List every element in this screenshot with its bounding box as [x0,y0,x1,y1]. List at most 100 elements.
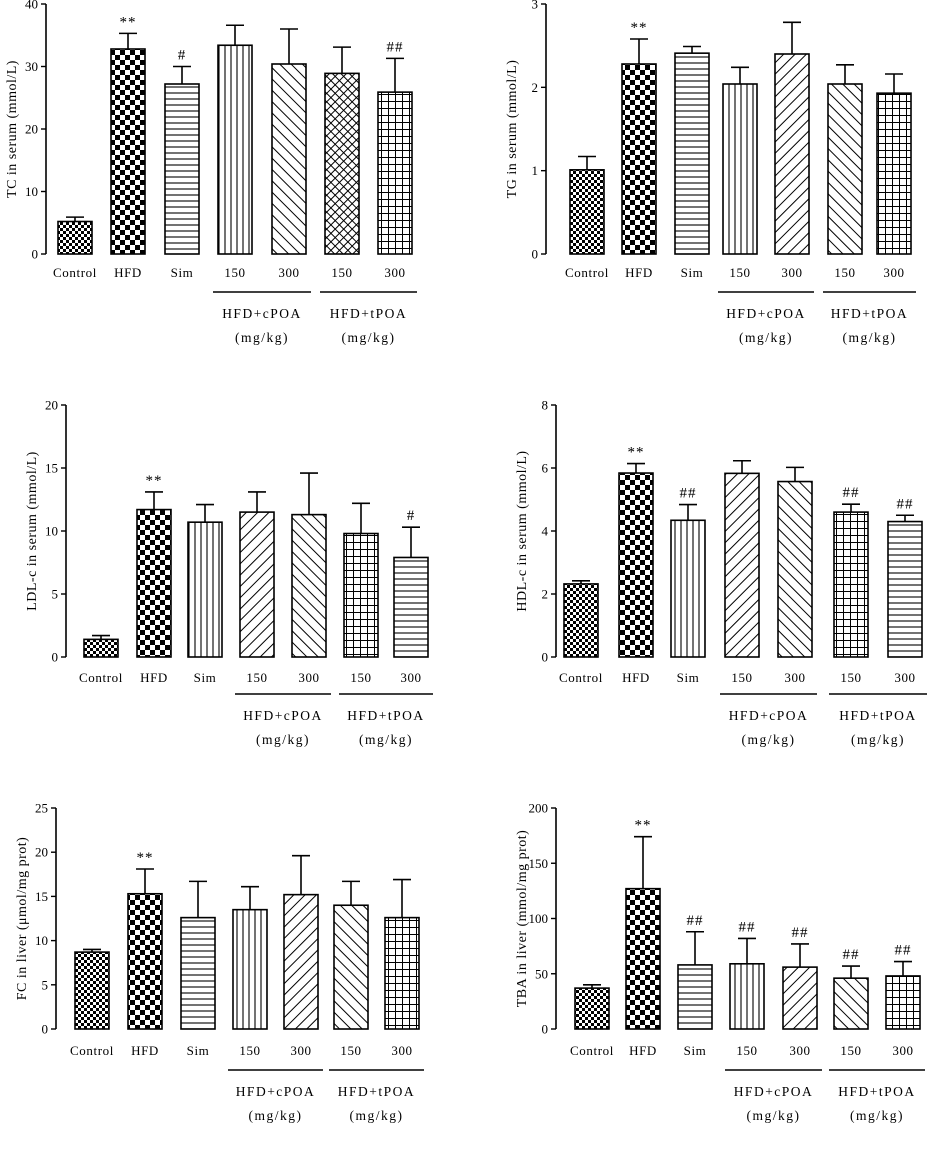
x-category-label: 300 [883,265,904,280]
x-category-label: 300 [391,1043,412,1058]
y-tick-label: 20 [25,122,38,137]
x-category-label: HFD [140,670,168,685]
x-category-label: Control [559,670,603,685]
bar-ldl-4 [291,513,327,658]
group-label: HFD+cPOA [222,306,302,321]
x-category-label: Control [53,265,97,280]
bar-tg-2 [674,52,710,255]
bar-tba-3 [729,963,765,1030]
y-tick-label: 0 [52,650,59,665]
significance-mark: ** [146,473,163,489]
group-label: HFD+cPOA [726,306,806,321]
y-tick-label: 5 [52,587,59,602]
group-unit-label: (mg/kg) [851,732,905,747]
significance-mark: ## [739,919,756,935]
y-tick-label: 5 [42,977,49,992]
bar-ldl-6 [393,556,429,658]
x-category-label: Control [570,1043,614,1058]
bar-tba-1 [625,887,661,1030]
y-tick-label: 50 [535,966,548,981]
significance-mark: ** [631,20,648,36]
group-unit-label: (mg/kg) [850,1108,904,1123]
y-tick-label: 25 [35,801,48,816]
y-tick-label: 10 [45,524,58,539]
chart-panel-fc: 0 5 10 15 20 25 FC in liver (μmol/mg prot) Cont… [15,801,424,1123]
bar-tg-6 [876,92,912,255]
significance-mark: ** [635,818,652,834]
group-unit-label: (mg/kg) [843,330,897,345]
y-tick-label: 30 [25,59,38,74]
bar-ldl-0 [83,638,119,658]
group-label: HFD+cPOA [734,1084,814,1099]
group-label: HFD+tPOA [839,708,916,723]
group-unit-label: (mg/kg) [256,732,310,747]
bar-hdl-3 [724,472,760,658]
x-category-label: 150 [340,1043,361,1058]
group-unit-label: (mg/kg) [249,1108,303,1123]
bar-tc-3 [217,44,253,255]
y-tick-label: 100 [529,911,549,926]
chart-panel-tg: 0 1 2 3 TG in serum (mmol/L) Control ** HFD Sim 1… [505,0,916,345]
y-tick-label: 0 [32,247,39,262]
bar-fc-0 [74,951,110,1030]
bar-tba-2 [677,964,713,1030]
x-category-label: 300 [894,670,915,685]
bar-hdl-2 [670,519,706,658]
bar-tc-0 [57,220,93,255]
bar-fc-4 [283,893,319,1030]
x-category-label: HFD [114,265,142,280]
x-category-label: Sim [171,265,194,280]
x-category-label: 150 [246,670,267,685]
x-category-label: 300 [789,1043,810,1058]
x-category-label: 150 [239,1043,260,1058]
y-tick-label: 15 [45,461,58,476]
group-label: HFD+tPOA [831,306,908,321]
significance-mark: ## [792,925,809,941]
x-category-label: 150 [731,670,752,685]
y-tick-label: 0 [42,1022,49,1037]
significance-mark: # [407,508,416,524]
y-tick-label: 40 [25,0,38,12]
x-category-label: HFD [629,1043,657,1058]
x-category-label: 150 [331,265,352,280]
group-label: HFD+tPOA [838,1084,915,1099]
x-category-label: 300 [278,265,299,280]
bar-fc-1 [127,892,163,1030]
bar-hdl-6 [887,520,923,658]
bar-fc-3 [232,908,268,1030]
significance-mark: ** [628,445,645,461]
group-unit-label: (mg/kg) [342,330,396,345]
x-category-label: Sim [677,670,700,685]
x-category-label: 150 [350,670,371,685]
y-tick-label: 20 [45,398,58,413]
significance-mark: ** [120,14,137,30]
bar-ldl-5 [343,532,379,658]
x-category-label: Control [79,670,123,685]
y-tick-label: 200 [529,801,549,816]
bar-fc-5 [333,904,369,1030]
bar-ldl-3 [239,511,275,658]
y-axis-title: TBA in liver (mmol/mg prot) [515,830,530,1008]
group-unit-label: (mg/kg) [350,1108,404,1123]
x-category-label: 150 [840,670,861,685]
x-category-label: 300 [384,265,405,280]
y-axis-title: HDL-c in serum (mmol/L) [515,450,530,611]
y-tick-label: 150 [529,856,549,871]
bar-tba-0 [574,987,610,1030]
x-category-label: Sim [681,265,704,280]
bar-hdl-5 [833,511,869,658]
bar-tg-4 [774,53,810,255]
bar-tg-1 [621,63,657,255]
x-category-label: 300 [400,670,421,685]
bar-tba-6 [885,975,921,1030]
group-unit-label: (mg/kg) [235,330,289,345]
group-label: HFD+tPOA [338,1084,415,1099]
chart-panel-tba: 0 50 100 150 200 TBA in liver (mmol/mg prot) C… [515,801,925,1123]
x-category-label: 150 [224,265,245,280]
group-unit-label: (mg/kg) [359,732,413,747]
y-tick-label: 6 [542,461,549,476]
y-tick-label: 2 [542,587,549,602]
x-category-label: 150 [834,265,855,280]
y-tick-label: 0 [542,1022,549,1037]
